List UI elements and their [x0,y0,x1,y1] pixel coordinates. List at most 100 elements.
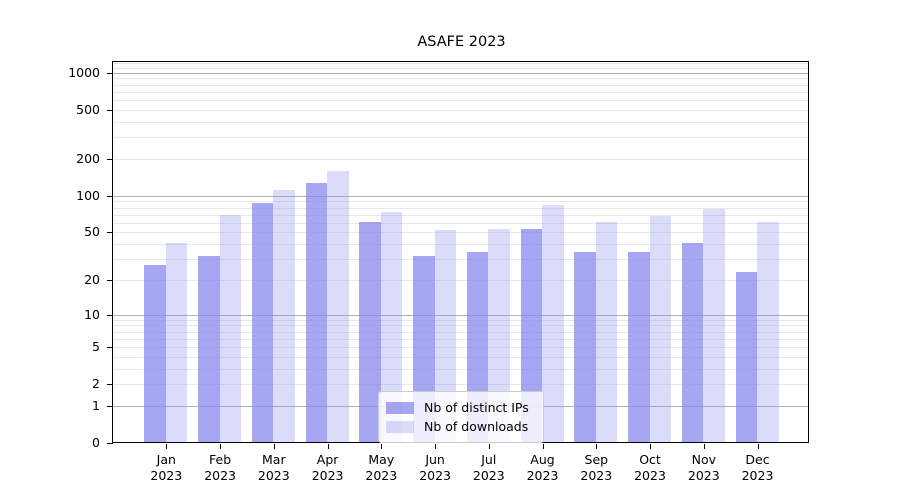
x-tick-label-jan: Jan 2023 [150,452,183,483]
x-tick-mark [757,444,759,449]
x-tick-mark [381,444,383,449]
y-tick-mark [107,109,113,111]
bars-layer [113,62,808,442]
major-gridline [113,72,808,74]
minor-gridline [113,331,808,333]
x-tick-mark [542,444,544,449]
bar-downloads-sep [595,221,618,442]
minor-gridline [113,84,808,86]
bar-distinct-ips-jan [144,265,166,442]
bar-distinct-ips-apr [305,182,328,442]
minor-gridline [113,207,808,209]
minor-gridline [113,222,808,224]
minor-gridline [113,100,808,102]
legend-label-downloads: Nb of downloads [424,419,529,434]
y-tick-label: 5 [92,339,100,354]
minor-gridline [113,319,808,321]
x-tick-label-apr: Apr 2023 [311,452,344,483]
x-tick-label-may: May 2023 [365,452,398,483]
bar-distinct-ips-oct [628,251,650,442]
bar-downloads-feb [219,215,241,442]
legend-label-distinct-ips: Nb of distinct IPs [424,400,529,415]
y-tick-mark [107,279,113,281]
y-tick-mark [107,314,113,316]
minor-gridline [113,214,808,216]
y-tick-label: 1 [92,397,100,413]
x-tick-mark [273,444,275,449]
minor-gridline [113,338,808,340]
plot-area [112,60,809,443]
minor-gridline [113,63,808,64]
y-tick-mark [107,405,113,408]
y-tick-label: 200 [76,150,100,166]
bar-downloads-apr [327,170,349,442]
chart-title: ASAFE 2023 [417,34,506,50]
bar-downloads-nov [703,208,725,442]
y-tick-label: 50 [84,224,100,240]
legend-swatch-distinct-ips [386,401,414,414]
x-tick-mark [327,444,329,449]
x-tick-label-dec: Dec 2023 [741,452,774,483]
bar-downloads-jul [488,229,510,442]
y-tick-mark [107,158,113,160]
legend-row-distinct-ips: Nb of distinct IPs [386,398,535,417]
y-tick-label: 10 [84,306,100,322]
major-gridline [113,195,808,197]
x-tick-mark [596,444,598,449]
minor-gridline [113,109,808,111]
minor-gridline [113,67,808,69]
y-tick-label: 100 [76,187,100,203]
y-tick-mark [107,384,113,386]
x-tick-label-jul: Jul 2023 [472,452,505,483]
minor-gridline [113,368,808,370]
x-tick-label-sep: Sep 2023 [580,452,613,483]
minor-gridline [113,232,808,234]
y-tick-label: 0 [92,435,100,450]
minor-gridline [113,347,808,348]
legend: Nb of distinct IPs Nb of downloads [378,391,544,443]
x-tick-label-mar: Mar 2023 [257,452,290,483]
minor-gridline [113,384,808,386]
y-tick-mark [107,443,113,445]
legend-row-downloads: Nb of downloads [386,417,535,436]
x-tick-mark [703,444,705,449]
minor-gridline [113,137,808,139]
x-tick-label-aug: Aug 2023 [526,452,559,483]
bar-distinct-ips-dec [735,271,757,442]
bar-downloads-may [380,212,403,442]
x-tick-mark [166,444,168,449]
minor-gridline [113,158,808,160]
y-tick-mark [107,232,113,234]
x-tick-mark [435,444,437,449]
minor-gridline [113,356,808,358]
minor-gridline [113,279,808,281]
minor-gridline [113,244,808,245]
bar-distinct-ips-may [359,221,381,442]
y-tick-mark [107,72,113,74]
minor-gridline [113,259,808,260]
y-tick-label: 2 [92,376,100,392]
major-gridline [113,314,808,316]
bar-distinct-ips-aug [520,229,543,442]
legend-swatch-downloads [386,420,414,433]
bar-downloads-aug [542,204,564,442]
bar-downloads-mar [273,189,295,442]
gridlines-layer [113,62,808,443]
bar-distinct-ips-sep [574,251,596,442]
y-tick-mark [107,195,113,197]
x-tick-label-feb: Feb 2023 [204,452,236,483]
y-tick-label: 20 [84,271,100,287]
minor-gridline [113,78,808,80]
y-tick-mark [107,347,113,349]
bar-downloads-jan [165,243,188,442]
x-tick-mark [488,444,490,449]
bar-downloads-oct [649,215,671,442]
bar-downloads-dec [757,221,779,442]
bar-downloads-jun [434,230,457,442]
minor-gridline [113,201,808,203]
x-tick-label-oct: Oct 2023 [634,452,666,483]
minor-gridline [113,121,808,123]
x-tick-mark [650,444,652,449]
bar-distinct-ips-mar [251,203,274,442]
